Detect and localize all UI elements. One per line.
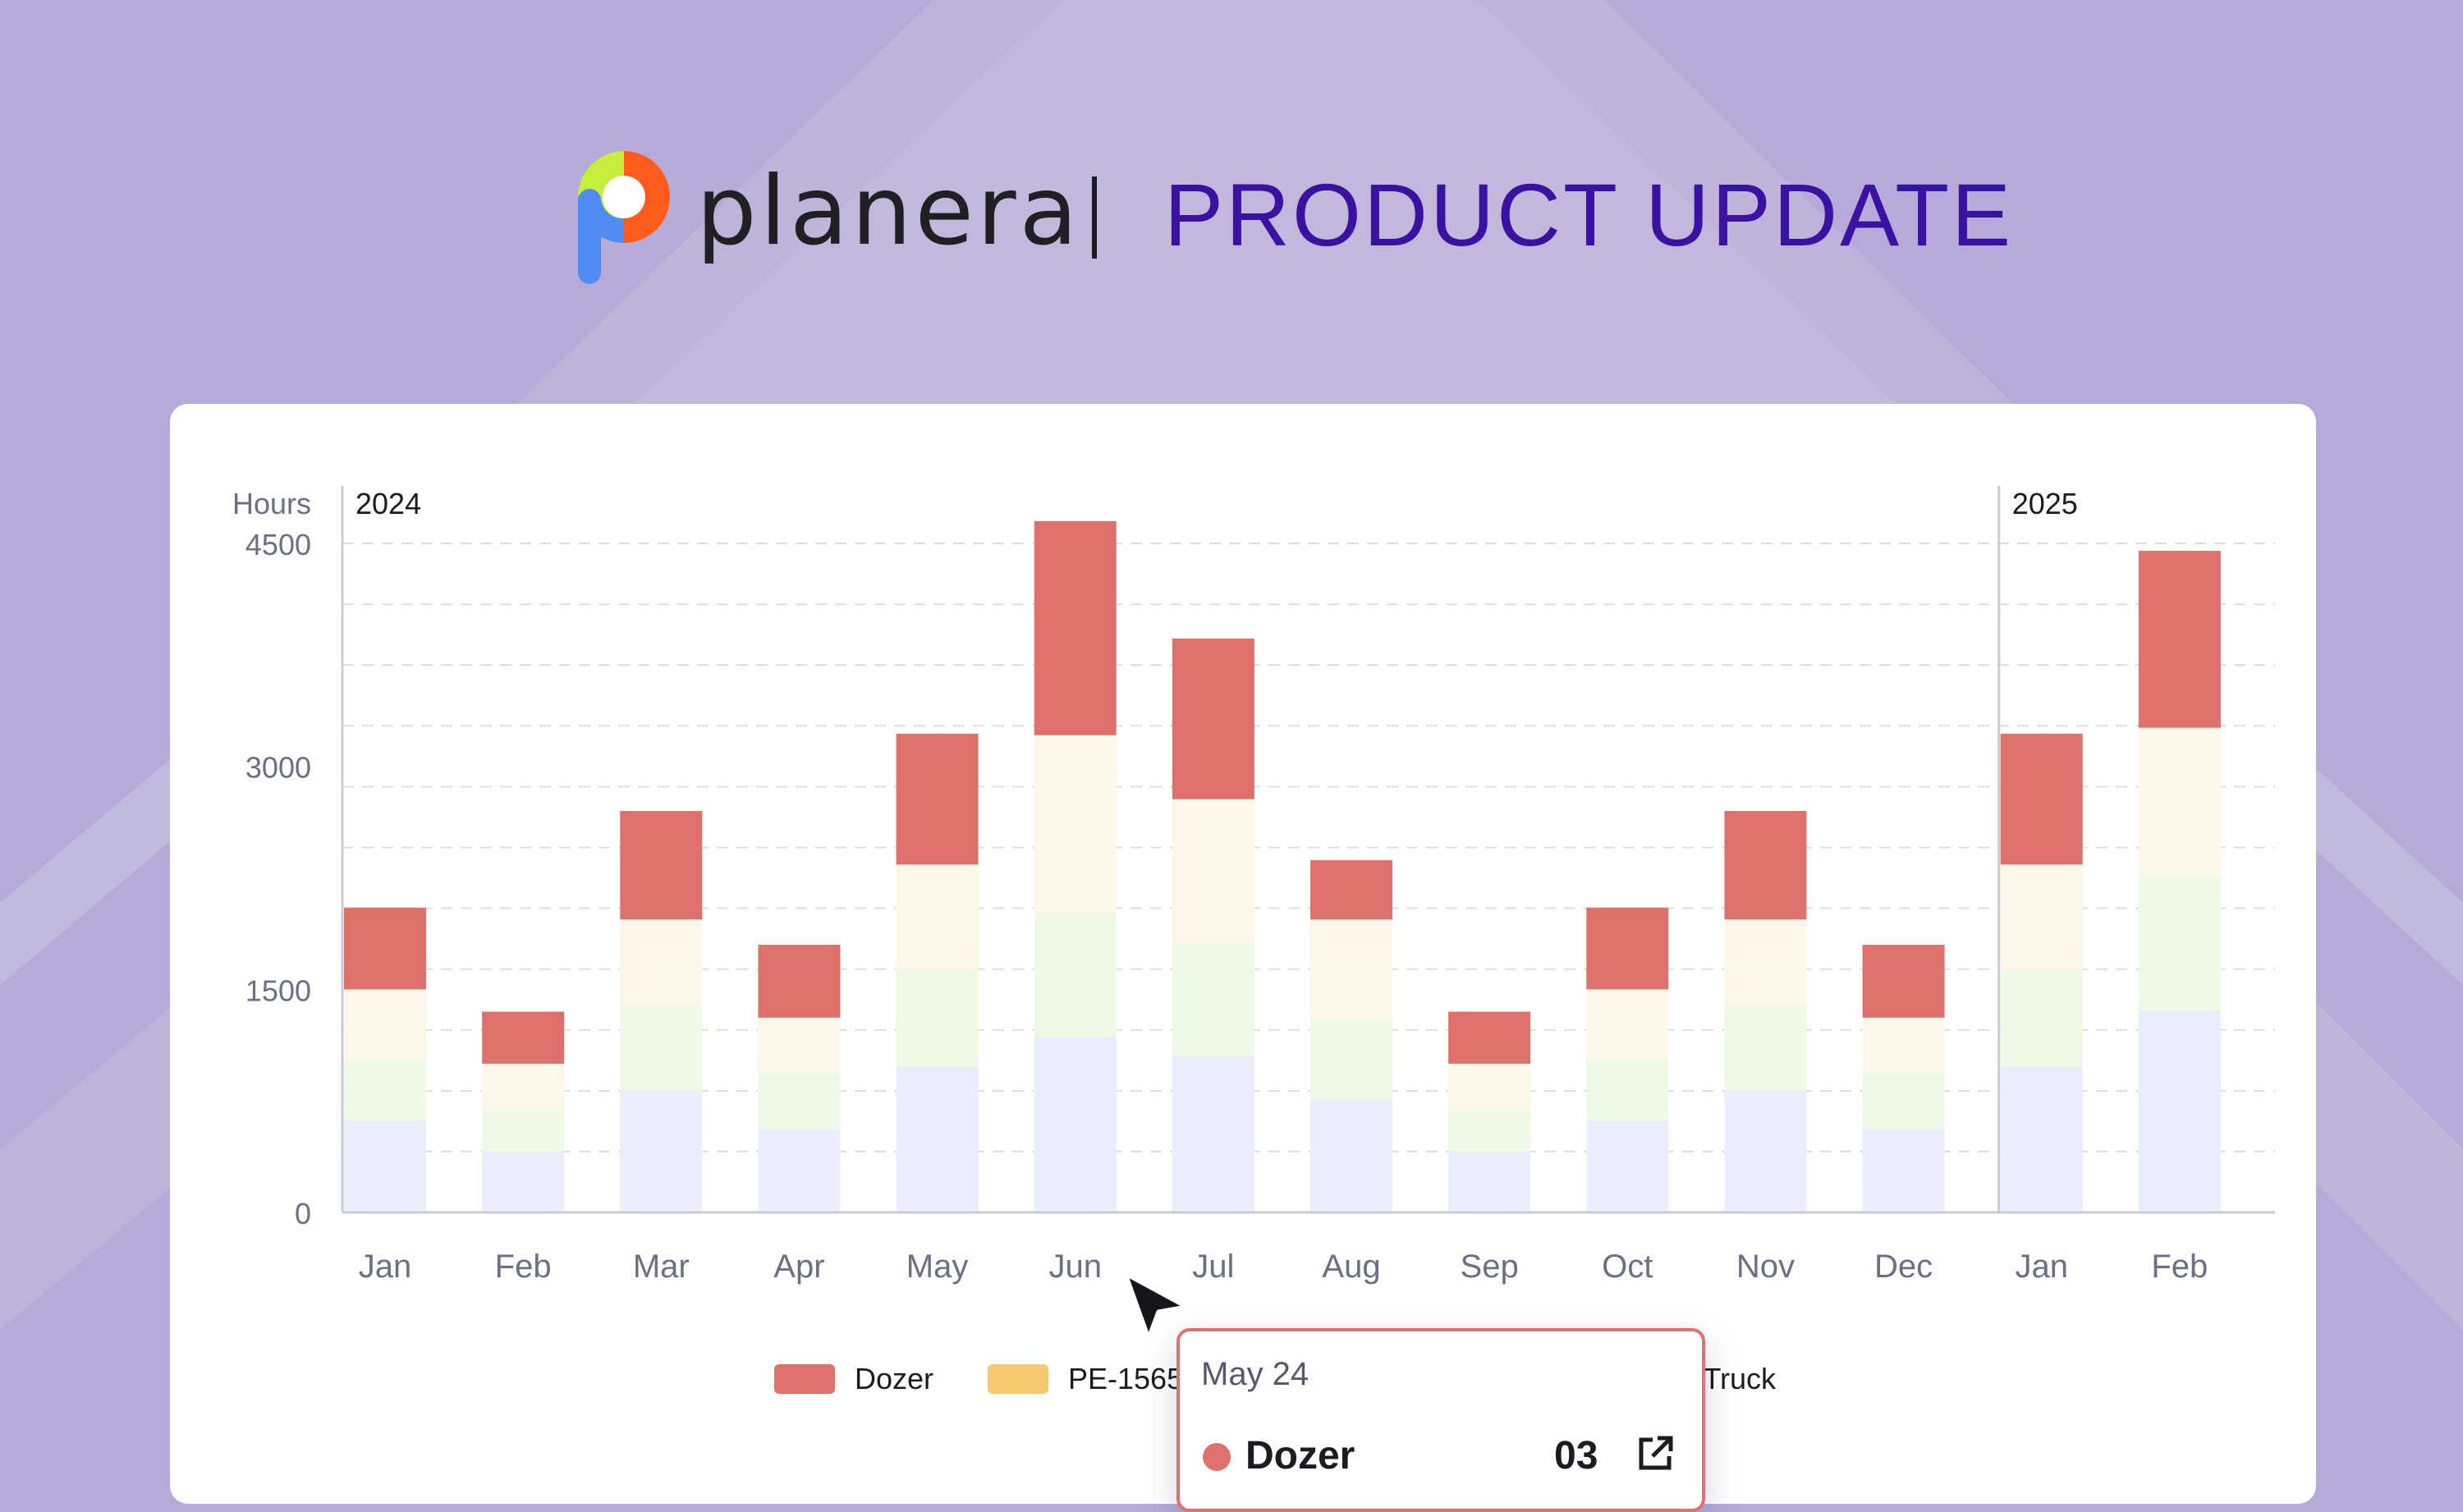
planera-logo-icon	[578, 151, 670, 284]
bar-segment-dozer	[896, 733, 979, 865]
bar-segment-ford	[1448, 1108, 1531, 1152]
bar-segment-pe	[2000, 864, 2083, 970]
year-label: 2025	[2012, 487, 2078, 520]
x-tick-label: Aug	[1322, 1249, 1380, 1285]
bar-segment-pe	[1862, 1017, 1945, 1073]
header-divider	[1092, 176, 1097, 259]
x-tick-label: Feb	[2151, 1249, 2208, 1285]
bar-segment-dozer	[1724, 811, 1807, 920]
bar-segment-pe	[758, 1017, 841, 1073]
bar-segment-haul	[1310, 1099, 1392, 1212]
bar-segment-ford	[482, 1108, 565, 1152]
x-tick-label: Apr	[773, 1249, 824, 1285]
year-label: 2024	[355, 487, 421, 520]
bar-segment-pe	[344, 989, 426, 1060]
bar-segment-haul	[2138, 1010, 2221, 1212]
brand-name: planera	[696, 156, 1081, 267]
tooltip-series-dot	[1203, 1443, 1231, 1471]
y-tick-label: 4500	[245, 528, 311, 561]
bar-segment-dozer	[1310, 859, 1392, 920]
bar-segment-pe	[2138, 727, 2221, 877]
bar-segment-haul	[482, 1151, 565, 1212]
bar-segment-haul	[1586, 1120, 1669, 1212]
tooltip-series-name: Dozer	[1245, 1434, 1355, 1478]
bar-segment-dozer	[758, 945, 841, 1018]
bar-segment-haul	[1034, 1037, 1117, 1212]
bar-segment-haul	[1448, 1151, 1531, 1212]
bar-segment-pe	[896, 864, 979, 970]
open-external-icon[interactable]	[1635, 1433, 1676, 1474]
bar-segment-dozer	[482, 1011, 565, 1064]
bar-segment-pe	[620, 919, 703, 1006]
bar-segment-ford	[1034, 913, 1117, 1038]
bar-segment-ford	[620, 1006, 703, 1091]
bar-segment-ford	[1172, 945, 1254, 1056]
tooltip-value: 03	[1554, 1434, 1598, 1478]
bar-segment-ford	[1862, 1072, 1945, 1129]
bar-segment-pe	[1586, 989, 1669, 1060]
tooltip-title: May 24	[1201, 1356, 1309, 1392]
bar-segment-haul	[2000, 1066, 2083, 1212]
bar-segment-pe	[1724, 919, 1807, 1006]
bar-segment-dozer	[344, 907, 426, 990]
bar-segment-pe	[1034, 735, 1117, 914]
bar-segment-ford	[896, 969, 979, 1067]
x-tick-label: Sep	[1461, 1249, 1519, 1285]
bar-segment-pe	[1172, 799, 1254, 945]
bar-segment-haul	[1724, 1090, 1807, 1212]
bar-segment-dozer	[1862, 945, 1945, 1018]
bar-segment-ford	[2000, 969, 2083, 1067]
bar-segment-pe	[482, 1063, 565, 1109]
x-tick-label: Dec	[1874, 1249, 1933, 1285]
bar-segment-ford	[2138, 876, 2221, 1010]
x-tick-label: Feb	[495, 1249, 552, 1285]
x-tick-label: May	[906, 1249, 969, 1285]
bar-segment-haul	[896, 1066, 979, 1212]
y-tick-label: 0	[295, 1197, 311, 1230]
y-tick-label: 1500	[245, 974, 311, 1007]
mouse-cursor-icon	[1123, 1271, 1189, 1340]
headline: PRODUCT UPDATE	[1164, 165, 2014, 264]
bar-segment-haul	[620, 1090, 703, 1212]
header: planera PRODUCT UPDATE	[0, 131, 2463, 296]
bar-segment-haul	[344, 1120, 426, 1212]
chart-tooltip: May 24 Dozer 03	[1176, 1328, 1705, 1512]
bar-segment-dozer	[1172, 638, 1254, 800]
bar-segment-dozer	[1586, 907, 1669, 990]
x-tick-label: Jun	[1048, 1249, 1102, 1285]
bar-segment-dozer	[2138, 551, 2221, 728]
bar-segment-dozer	[2000, 733, 2083, 865]
stacked-bar-chart: 0 1500 3000 4500 Hours Jan Feb Mar Apr May Jun Jul A…	[232, 486, 2275, 1395]
x-tick-label: Jul	[1192, 1249, 1234, 1285]
bar-segment-ford	[1724, 1006, 1807, 1091]
bar-segment-haul	[1862, 1129, 1945, 1212]
bar-segment-dozer	[1034, 520, 1117, 735]
x-tick-label: Oct	[1602, 1249, 1653, 1285]
legend-swatch-pe-156500	[988, 1364, 1048, 1394]
legend-label: Dozer	[855, 1362, 933, 1395]
bar-segment-ford	[758, 1072, 841, 1129]
y-axis-label: Hours	[232, 487, 311, 520]
x-tick-label: Jan	[359, 1249, 412, 1285]
x-tick-label: Jan	[2015, 1249, 2068, 1285]
bar-segment-pe	[1310, 919, 1392, 1019]
legend-swatch-dozer	[774, 1364, 835, 1394]
x-tick-label: Nov	[1736, 1249, 1795, 1285]
chart-card: 0 1500 3000 4500 Hours Jan Feb Mar Apr May Jun Jul A…	[170, 404, 2316, 1512]
bar-segment-haul	[1172, 1056, 1254, 1212]
bar-segment-dozer	[620, 811, 703, 920]
y-tick-label: 3000	[245, 751, 311, 785]
bar-segment-haul	[758, 1129, 841, 1212]
bar-segment-pe	[1448, 1063, 1531, 1109]
bar-segment-ford	[344, 1059, 426, 1120]
bar-segment-ford	[1586, 1059, 1669, 1120]
bar-segment-dozer	[1448, 1011, 1531, 1064]
x-tick-label: Mar	[633, 1249, 690, 1285]
bar-segment-ford	[1310, 1019, 1392, 1100]
